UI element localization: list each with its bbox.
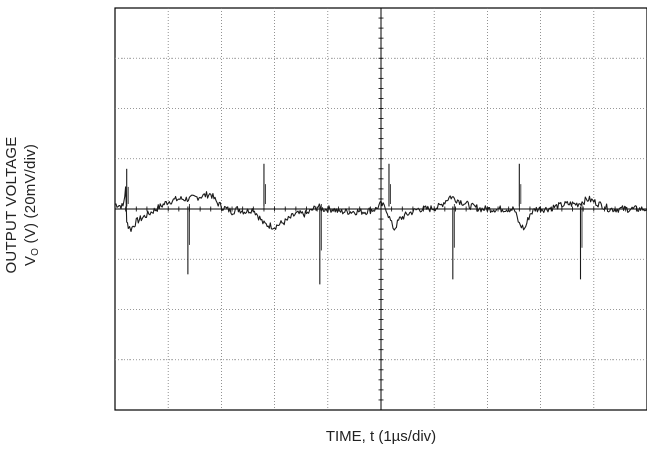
- center-axes: [115, 8, 647, 410]
- y-axis-label: OUTPUT VOLTAGE VO (V) (20mV/div): [2, 137, 42, 274]
- y-axis-label-symbol: V: [22, 255, 39, 267]
- y-axis-label-units: (V) (20mV/div): [22, 143, 39, 248]
- voltage-trace: [114, 186, 647, 233]
- y-axis-label-line1: OUTPUT VOLTAGE: [3, 136, 20, 274]
- x-axis-label: TIME, t (1µs/div): [325, 428, 437, 445]
- y-axis-label-subscript: O: [30, 247, 41, 256]
- switching-spikes: [126, 163, 583, 285]
- y-axis-label-line2: VO (V) (20mV/div): [21, 137, 42, 274]
